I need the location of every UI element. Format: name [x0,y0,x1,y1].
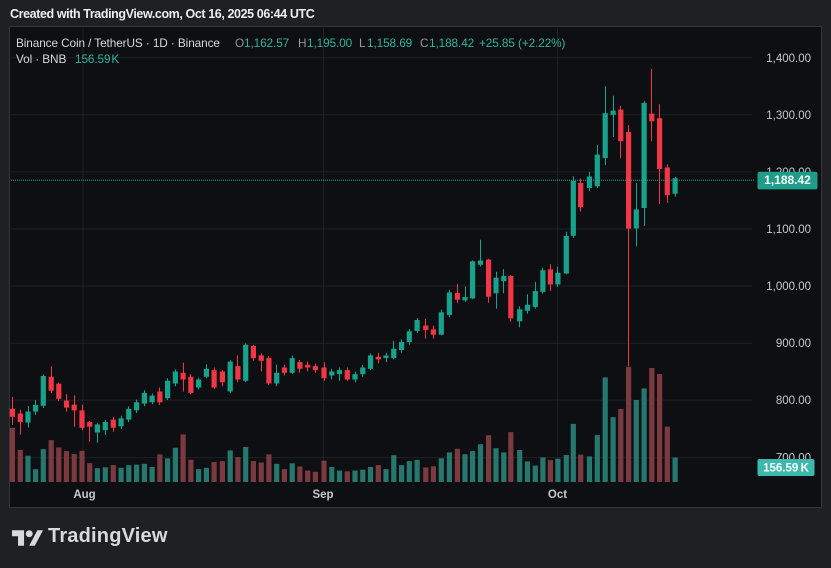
svg-text:900.00: 900.00 [776,338,811,350]
svg-text:1,300.00: 1,300.00 [766,110,811,122]
svg-text:Oct: Oct [548,489,567,501]
svg-text:Aug: Aug [73,489,95,501]
svg-text:Sep: Sep [312,489,333,501]
svg-text:1,400.00: 1,400.00 [766,53,811,65]
svg-text:1,100.00: 1,100.00 [766,224,811,236]
svg-text:1,188.42: 1,188.42 [764,173,811,187]
svg-text:1,000.00: 1,000.00 [766,281,811,293]
svg-text:156.59 K: 156.59 K [763,463,809,475]
svg-text:800.00: 800.00 [776,395,811,407]
